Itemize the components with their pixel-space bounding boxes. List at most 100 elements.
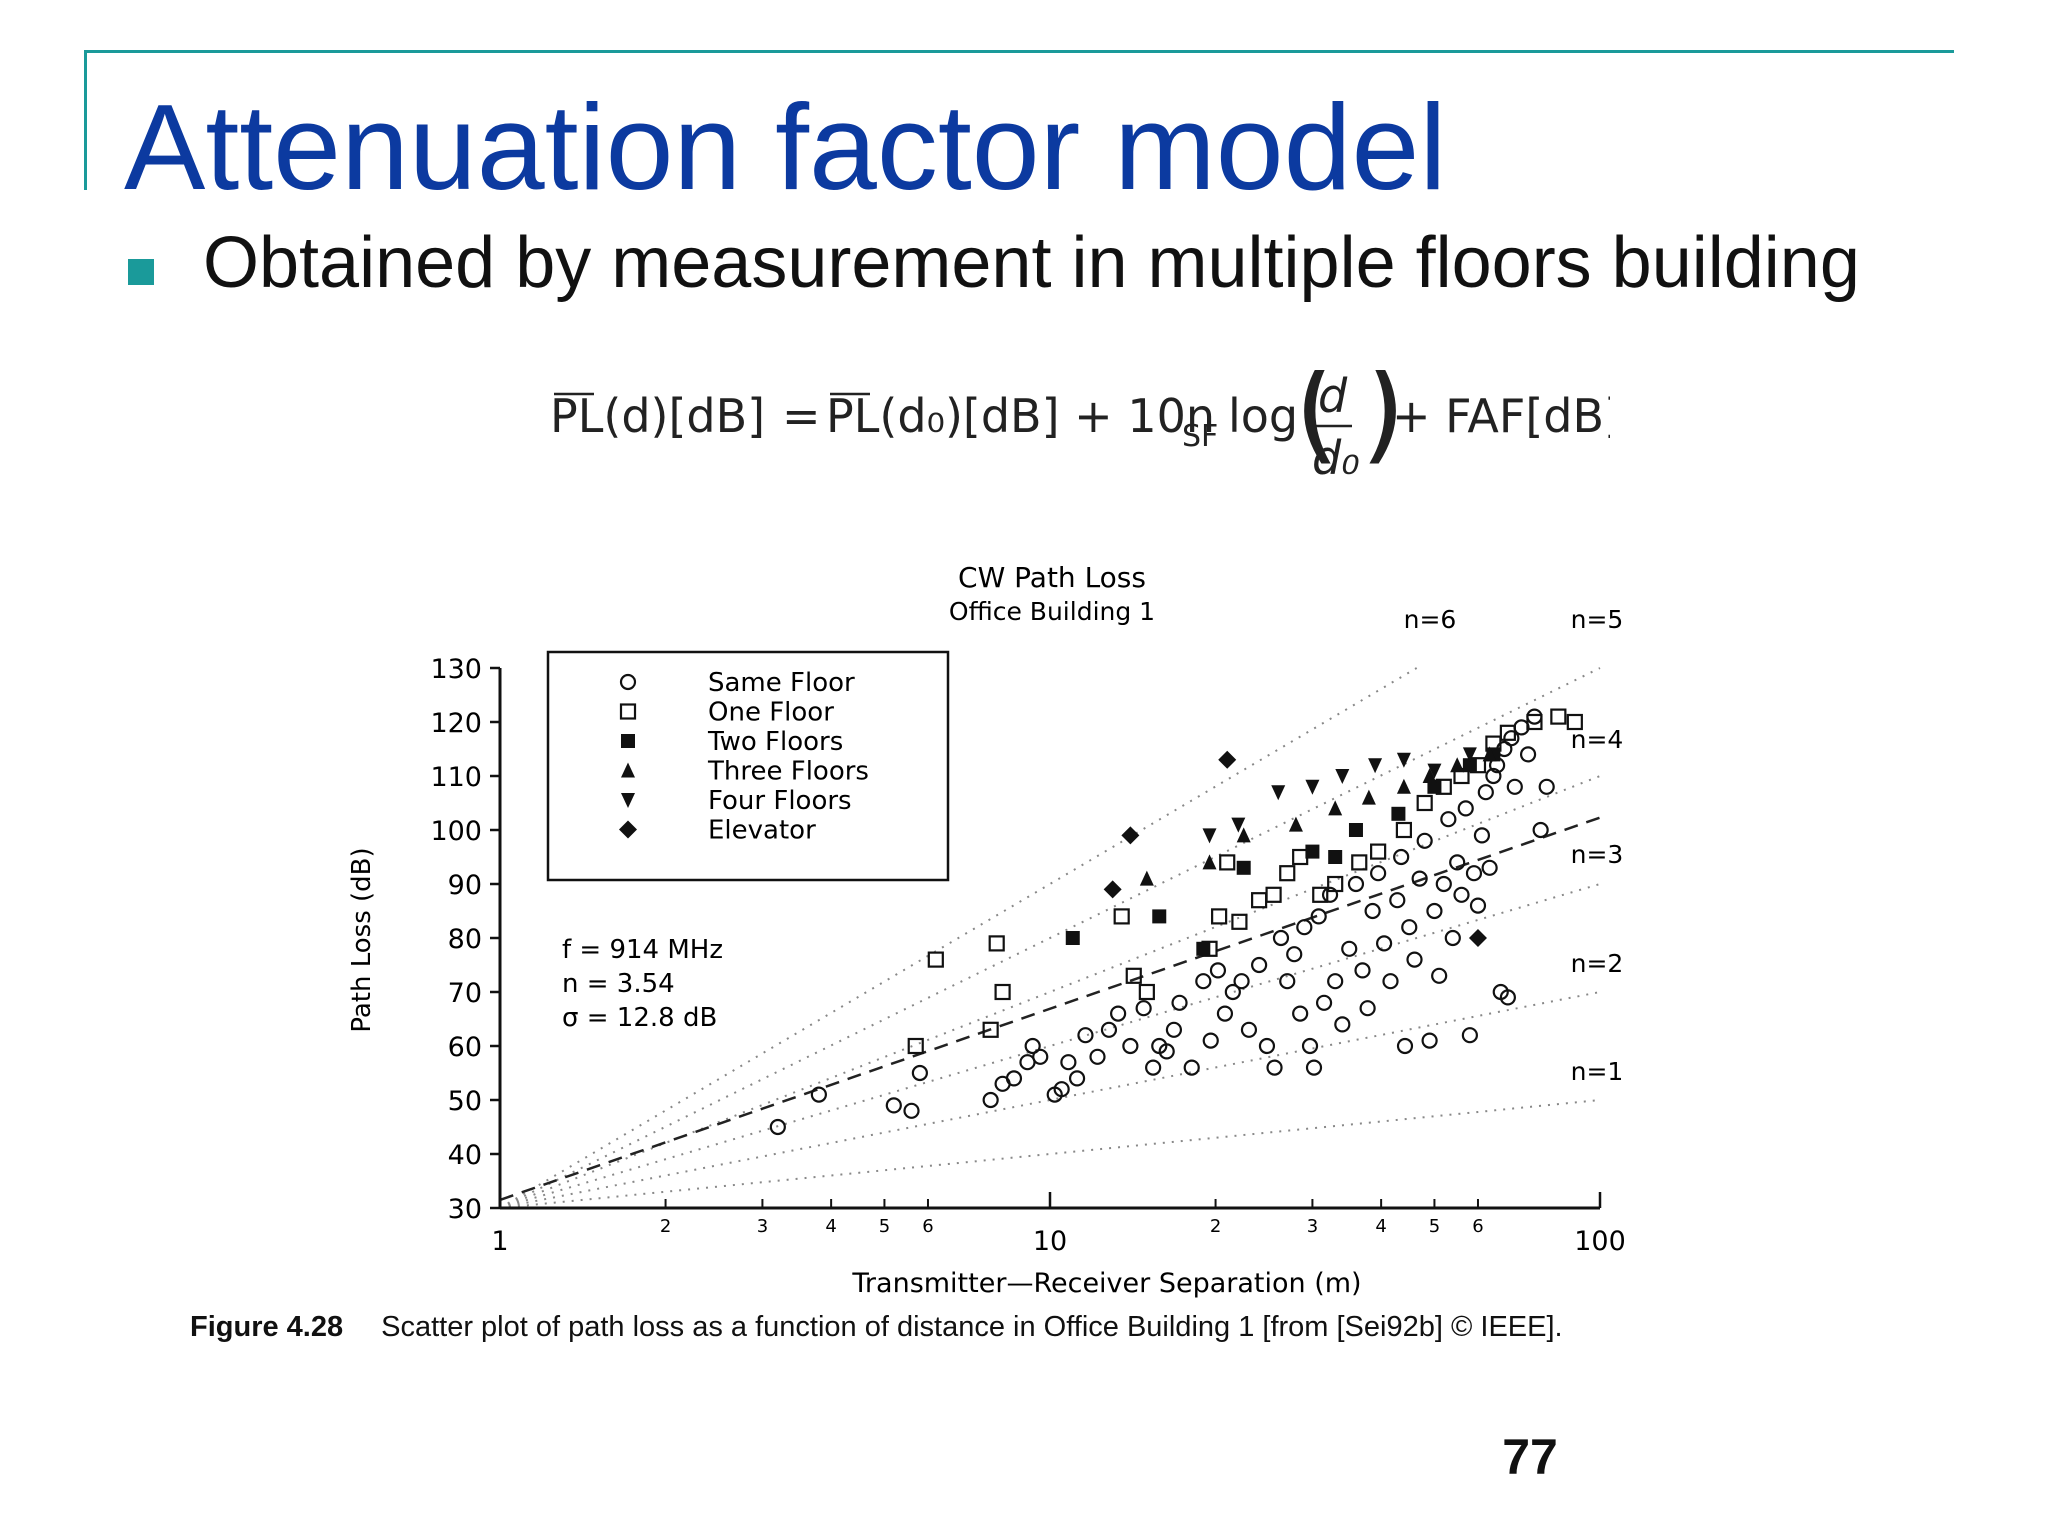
data-point-same-floor (1060, 1054, 1077, 1071)
data-point-two-floors (1348, 823, 1363, 837)
reference-label-n=2: n=2 (1571, 949, 1624, 978)
data-point-same-floor (1477, 784, 1494, 801)
data-point-same-floor (1240, 1021, 1258, 1038)
y-tick-label: 120 (430, 708, 482, 739)
reference-line-n=5 (499, 667, 1601, 1209)
data-point-elevator (1218, 750, 1237, 769)
figure-caption: Figure 4.28 Scatter plot of path loss as … (190, 1310, 1850, 1345)
data-point-same-floor (1406, 951, 1423, 968)
formula-lhs: PL(d)[dB] (550, 389, 765, 443)
data-point-same-floor (1526, 708, 1543, 725)
data-point-same-floor (1195, 973, 1212, 990)
x-minor-tick-label: 3 (1307, 1216, 1318, 1237)
formula-frac-den: d₀ (1312, 431, 1360, 485)
data-point-same-floor (810, 1086, 827, 1103)
data-point-one-floor (1416, 794, 1433, 812)
data-point-one-floor (1550, 708, 1567, 725)
data-point-same-floor (1089, 1048, 1106, 1065)
data-point-same-floor (1202, 1032, 1219, 1049)
data-point-same-floor (1005, 1070, 1023, 1087)
data-point-same-floor (1216, 1005, 1234, 1022)
data-point-same-floor (1469, 897, 1487, 914)
data-point-one-floor (988, 935, 1005, 952)
data-point-one-floor (1211, 908, 1228, 925)
fit-stat: f = 914 MHz (562, 935, 723, 965)
data-point-same-floor (1506, 778, 1523, 795)
x-major-tick-label: 10 (1033, 1226, 1067, 1257)
data-point-same-floor (1286, 946, 1303, 963)
data-point-one-floor (1231, 913, 1248, 930)
data-point-same-floor (1481, 859, 1498, 876)
data-point-same-floor (911, 1064, 928, 1082)
data-point-same-floor (1401, 919, 1418, 936)
data-point-three-floors (1482, 746, 1497, 762)
data-point-same-floor (1393, 848, 1410, 866)
page-number: 77 (1502, 1429, 1558, 1485)
reference-label-n=6: n=6 (1404, 605, 1457, 634)
data-point-one-floor (1251, 892, 1268, 909)
data-point-three-floors (1361, 789, 1376, 805)
data-point-same-floor (1171, 994, 1188, 1011)
data-point-same-floor (1426, 902, 1443, 920)
data-point-same-floor (1233, 973, 1250, 990)
reference-line-n=6 (499, 667, 1418, 1209)
data-point-one-floor (1125, 967, 1142, 984)
data-point-same-floor (1279, 973, 1296, 990)
reference-label-n=5: n=5 (1571, 605, 1624, 634)
data-point-three-floors (1396, 778, 1411, 794)
data-point-one-floor (1312, 886, 1329, 903)
data-point-two-floors (1196, 941, 1211, 956)
data-point-same-floor (1334, 1016, 1351, 1033)
data-point-same-floor (1110, 1005, 1127, 1022)
data-point-same-floor (903, 1102, 920, 1119)
data-point-same-floor (1292, 1005, 1309, 1022)
data-point-two-floors (1236, 860, 1251, 875)
data-point-same-floor (1122, 1037, 1139, 1055)
fit-stat: σ = 12.8 dB (562, 1003, 717, 1033)
x-minor-tick-label: 5 (879, 1216, 890, 1237)
data-point-two-floors (1305, 844, 1320, 859)
data-point-same-floor (1449, 854, 1466, 871)
data-point-elevator (1468, 929, 1487, 947)
x-axis-label: Transmitter—Receiver Separation (m) (851, 1268, 1361, 1299)
data-point-one-floor (1279, 865, 1296, 882)
data-point-same-floor (1024, 1037, 1041, 1055)
data-point-same-floor (1296, 919, 1313, 936)
left-accent (84, 50, 87, 190)
data-point-same-floor (1068, 1070, 1086, 1087)
data-point-four-floors (1368, 758, 1383, 774)
chart-subtitle: Office Building 1 (949, 597, 1155, 626)
y-tick-label: 40 (448, 1140, 482, 1171)
formula-right-paren: ) (1360, 370, 1406, 476)
x-minor-tick-label: 6 (922, 1216, 933, 1237)
data-point-same-floor (1473, 827, 1491, 844)
legend-box (546, 650, 950, 882)
y-tick-label: 90 (448, 870, 482, 901)
data-point-same-floor (1301, 1037, 1319, 1055)
data-point-four-floors (1231, 817, 1246, 833)
x-minor-tick-label: 4 (1375, 1216, 1386, 1237)
data-point-same-floor (1272, 929, 1290, 947)
data-point-one-floor (1566, 713, 1583, 731)
data-point-same-floor (1347, 875, 1365, 893)
legend-marker-two-floors (621, 734, 635, 748)
x-major-tick-label: 1 (491, 1226, 508, 1257)
data-point-three-floors (1202, 854, 1217, 870)
data-point-same-floor (1538, 778, 1555, 795)
data-point-same-floor (1389, 892, 1406, 909)
x-minor-tick-label: 2 (1210, 1216, 1221, 1237)
data-point-same-floor (769, 1118, 786, 1136)
y-tick-label: 60 (448, 1032, 482, 1063)
formula-term1: PL(d₀)[dB] + 10n (826, 389, 1215, 443)
data-point-same-floor (1444, 929, 1461, 947)
formula-frac-num: d (1318, 370, 1348, 423)
data-point-same-floor (1145, 1059, 1162, 1076)
reference-lines: n=1n=2n=3n=4n=5n=6 (499, 605, 1624, 1209)
data-point-four-floors (1335, 769, 1350, 784)
data-point-same-floor (1359, 1000, 1376, 1017)
data-point-same-floor (1158, 1043, 1175, 1060)
data-point-one-floor (1370, 843, 1387, 860)
data-point-three-floors (1328, 800, 1343, 816)
data-point-four-floors (1305, 779, 1320, 795)
